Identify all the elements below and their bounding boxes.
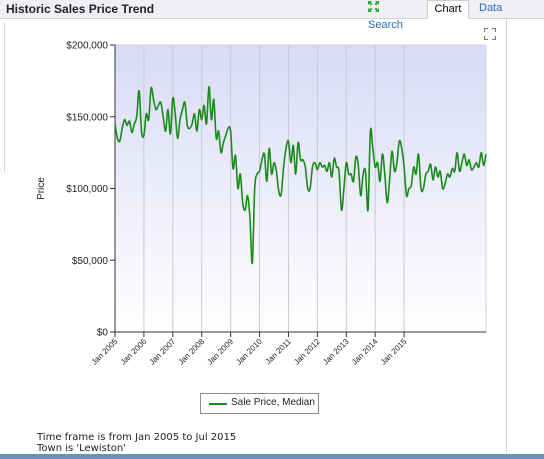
x-tick-label: Jan 2006 bbox=[119, 337, 149, 367]
tab-data[interactable]: Data bbox=[473, 0, 507, 18]
x-tick-label: Jan 2014 bbox=[350, 337, 380, 367]
price-trend-chart: $0 $50,000 $100,000 $150,000 $200,000 Jan 20… bbox=[36, 41, 487, 367]
x-tick-label: Jan 2015 bbox=[379, 337, 409, 367]
grid-lines bbox=[143, 45, 405, 332]
tab-chart[interactable]: Chart bbox=[427, 0, 469, 19]
x-tick-label: Jan 2009 bbox=[205, 337, 235, 367]
right-divider bbox=[506, 18, 507, 456]
panel-title: Historic Sales Price Trend bbox=[6, 2, 155, 16]
y-ticks: $0 $50,000 $100,000 $150,000 $200,000 bbox=[66, 41, 115, 339]
tab-search[interactable]: Search bbox=[362, 0, 422, 31]
x-tick-label: Jan 2008 bbox=[176, 337, 206, 367]
tab-data-label: Data bbox=[479, 2, 503, 14]
legend-label: Sale Price, Median bbox=[231, 397, 315, 408]
x-tick-label: Jan 2011 bbox=[264, 337, 294, 367]
legend-swatch bbox=[209, 403, 227, 405]
series-line-sale-price-median bbox=[114, 85, 487, 264]
tab-chart-label: Chart bbox=[434, 3, 462, 15]
x-tick-label: Jan 2007 bbox=[148, 337, 178, 367]
panel-header: Historic Sales Price Trend Search Chart … bbox=[0, 0, 544, 31]
legend: Sale Price, Median bbox=[200, 393, 319, 414]
expand-arrows-icon bbox=[368, 1, 379, 12]
plot-area bbox=[115, 45, 486, 332]
x-tick-label: Jan 2013 bbox=[321, 337, 351, 367]
bottom-bar bbox=[0, 454, 544, 459]
x-ticks: Jan 2005 Jan 2006 Jan 2007 Jan 2008 Jan 2009… bbox=[90, 332, 409, 367]
y-tick-label: $100,000 bbox=[66, 184, 108, 195]
y-axis-label: Price bbox=[36, 177, 47, 200]
left-divider bbox=[4, 22, 5, 172]
x-tick-label: Jan 2010 bbox=[234, 337, 264, 367]
y-tick-label: $50,000 bbox=[72, 256, 109, 267]
tab-search-label: Search bbox=[368, 19, 403, 31]
town-text: Town is 'Lewiston' bbox=[37, 443, 126, 454]
y-tick-label: $200,000 bbox=[66, 41, 108, 52]
y-tick-label: $0 bbox=[97, 328, 109, 339]
y-tick-label: $150,000 bbox=[66, 112, 108, 123]
timeframe-text: Time frame is from Jan 2005 to Jul 2015 bbox=[37, 432, 237, 443]
x-tick-label: Jan 2005 bbox=[90, 337, 120, 367]
x-tick-label: Jan 2012 bbox=[292, 337, 322, 367]
